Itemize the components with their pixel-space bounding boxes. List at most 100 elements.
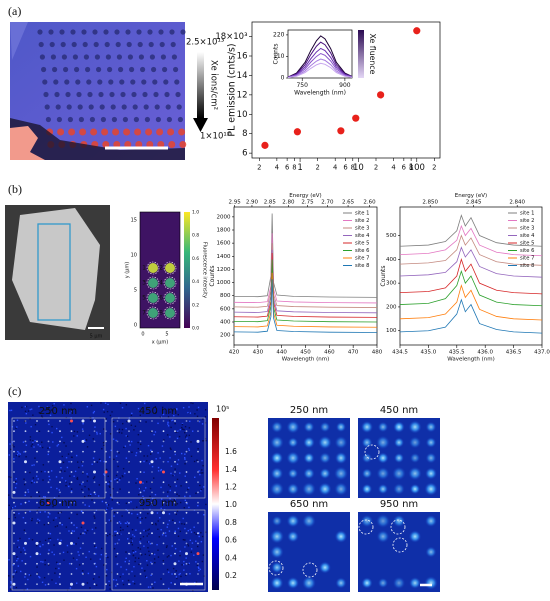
noise: [170, 472, 172, 475]
noise: [141, 517, 143, 520]
emitter: [377, 452, 389, 464]
emitter: [393, 483, 405, 495]
x-tick-label: 436.0: [477, 349, 493, 355]
noise: [46, 499, 49, 502]
noise: [54, 572, 56, 574]
noise: [194, 476, 196, 478]
noise: [192, 589, 194, 592]
noise: [30, 408, 33, 410]
colorbar-title: Xe ions/cm²: [209, 60, 219, 110]
noise: [122, 467, 125, 470]
noise: [134, 557, 137, 559]
noise: [118, 479, 121, 481]
inset-background: [266, 26, 376, 102]
noise: [133, 583, 136, 585]
emitter: [70, 430, 73, 433]
noise: [153, 433, 155, 436]
noise: [44, 559, 46, 561]
noise: [144, 402, 146, 405]
noise: [167, 423, 169, 425]
emitter: [162, 522, 165, 524]
map-spot: [165, 104, 171, 110]
map-spot: [72, 54, 78, 60]
noise: [203, 575, 206, 577]
emitter: [174, 573, 176, 575]
noise: [37, 521, 39, 524]
x2-tick-label: 2.840: [509, 200, 525, 206]
noise: [66, 551, 69, 553]
emitter: [24, 491, 27, 494]
emitter: [82, 542, 84, 545]
emitter: [36, 583, 38, 586]
noise: [25, 422, 27, 424]
noise: [118, 503, 120, 505]
noise: [191, 542, 194, 544]
noise: [128, 560, 131, 562]
noise: [176, 503, 179, 505]
noise: [99, 558, 101, 560]
noise: [135, 482, 137, 484]
noise: [147, 547, 149, 549]
noise: [73, 530, 75, 532]
emitter: [162, 532, 165, 535]
emitter: [174, 552, 176, 555]
noise: [15, 482, 18, 485]
noise: [90, 493, 92, 496]
emitter: [59, 522, 61, 524]
noise: [202, 464, 204, 467]
noise: [116, 477, 118, 480]
emitter: [174, 430, 176, 433]
noise: [200, 488, 203, 491]
noise: [145, 575, 147, 578]
emitter: [24, 471, 27, 473]
noise: [168, 513, 171, 515]
noise: [119, 522, 122, 525]
map-spot: [79, 128, 87, 136]
noise: [148, 462, 151, 465]
noise: [162, 413, 165, 416]
noise: [89, 495, 92, 497]
colorbar-tick: 1.6: [225, 447, 237, 456]
emitter: [319, 467, 331, 480]
noise: [135, 529, 137, 531]
emitter: [36, 460, 38, 463]
noise: [84, 504, 86, 506]
y-tick-label: 5: [134, 288, 137, 294]
noise: [149, 586, 152, 588]
noise: [175, 431, 177, 433]
noise: [102, 441, 105, 444]
noise: [176, 478, 179, 481]
map-spot: [70, 29, 76, 35]
emitter: [47, 501, 50, 505]
noise: [65, 484, 67, 487]
map-spot: [151, 66, 157, 73]
noise: [103, 474, 106, 476]
noise: [14, 487, 17, 489]
noise: [129, 444, 131, 446]
emitter: [36, 481, 38, 484]
map-spot: [53, 79, 59, 85]
emitter: [81, 439, 85, 443]
map-spot: [180, 29, 186, 35]
noise: [114, 534, 116, 537]
emitter: [424, 576, 438, 590]
noise: [146, 560, 148, 562]
noise: [115, 474, 118, 477]
noise: [117, 465, 119, 468]
scale-label: 5 µm: [90, 334, 103, 340]
emitter: [151, 552, 153, 555]
emitter: [93, 501, 96, 504]
map-spot: [123, 128, 131, 136]
noise: [172, 519, 174, 521]
y-tick-label: 8: [242, 129, 247, 139]
noise: [176, 510, 179, 512]
emitter: [116, 522, 119, 524]
noise: [29, 408, 31, 411]
emitter: [151, 573, 153, 575]
noise: [23, 483, 26, 486]
fluence-arrow: [193, 118, 208, 132]
noise: [182, 539, 185, 541]
noise: [109, 486, 111, 488]
noise: [170, 419, 172, 422]
map-spot: [78, 116, 84, 123]
